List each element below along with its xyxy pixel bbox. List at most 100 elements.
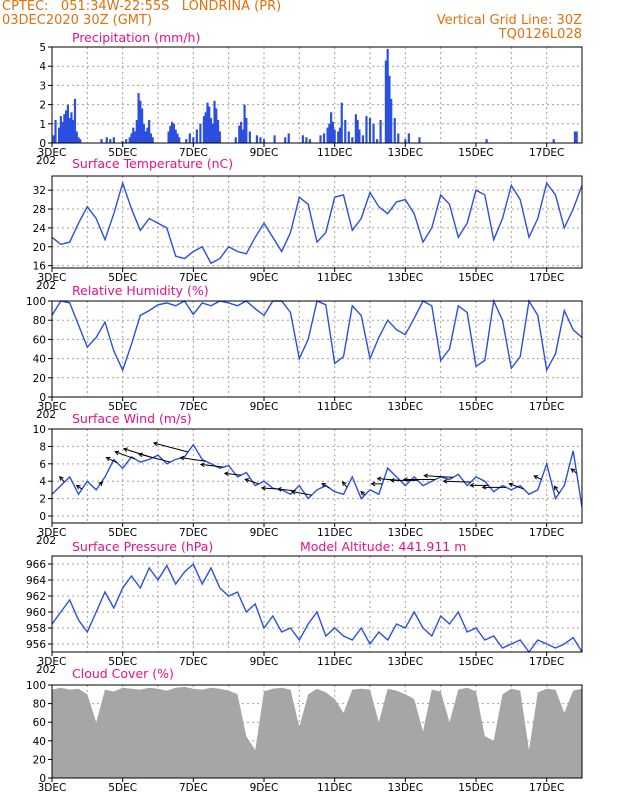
- wind-arrow-shaft: [245, 478, 259, 485]
- x-tick-label: 7DEC: [179, 401, 208, 413]
- wind-arrow: [223, 471, 242, 477]
- panel-wind: Surface Wind (m/s) 0 2 4 6 8 10 3DEC 5DEC 7DEC 9DE…: [33, 411, 583, 547]
- precip-bar: [52, 135, 55, 143]
- precip-bar: [167, 131, 170, 143]
- precip-bar: [273, 135, 276, 143]
- wind-arrow: [179, 455, 206, 462]
- wind-arrow-head: [341, 481, 347, 486]
- x-tick-label: 7DEC: [179, 782, 208, 794]
- precip-bar: [146, 127, 149, 143]
- precip-bar: [63, 114, 66, 143]
- x-tick-label: 17DEC: [529, 527, 564, 539]
- precip-bar: [79, 139, 82, 143]
- y-tick-label: 960: [26, 607, 46, 619]
- precip-bar: [149, 133, 153, 143]
- y-tick-label: 4: [39, 61, 46, 73]
- precip-bar: [390, 98, 393, 143]
- wind-arrow-head: [533, 475, 539, 480]
- precip-bar: [331, 121, 334, 143]
- wind-arrow-head: [402, 477, 408, 482]
- wind-arrow-shaft: [115, 451, 136, 460]
- x-tick-label: 3DEC: [38, 656, 67, 668]
- wind-arrow-head: [360, 490, 366, 496]
- precip-bar: [208, 106, 211, 143]
- panel-frame: [51, 300, 583, 398]
- panel-frame: [51, 46, 583, 144]
- x-tick-label: 17DEC: [529, 782, 564, 794]
- year-stub-label: 202: [36, 280, 56, 292]
- series-line-temperature: [51, 180, 583, 265]
- precip-bar: [301, 135, 304, 143]
- panel-pressure: Surface Pressure (hPa) Model Altitude: 44…: [26, 539, 583, 676]
- precip-bar: [361, 135, 365, 143]
- precip-bar: [322, 133, 326, 143]
- y-tick-label: 60: [33, 334, 46, 346]
- precip-bar: [287, 133, 290, 143]
- wind-arrow-shaft: [153, 442, 189, 453]
- wind-arrow: [75, 484, 83, 490]
- precip-bar: [384, 60, 387, 143]
- x-tick-label: 11DEC: [317, 656, 352, 668]
- precip-bar: [262, 139, 266, 143]
- year-stub-label: 202: [36, 409, 56, 421]
- precip-bar: [575, 131, 578, 143]
- panel-precip: Precipitation (mm/h) 0 1 2 3 4 5 3DEC 5DEC 7DEC 9D…: [36, 30, 583, 167]
- precip-bar: [172, 123, 175, 143]
- panel-title-pressure: Surface Pressure (hPa): [72, 539, 213, 554]
- precip-bar: [72, 119, 75, 143]
- wind-arrow-head: [122, 447, 128, 452]
- precip-bar: [151, 137, 154, 143]
- precip-bar: [397, 133, 400, 143]
- wind-arrow: [114, 450, 136, 460]
- x-tick-label: 9DEC: [250, 656, 279, 668]
- wind-arrow-head: [442, 478, 448, 484]
- wind-arrow-head: [199, 462, 205, 468]
- precip-bar: [407, 133, 410, 143]
- precip-bar: [239, 121, 243, 143]
- series-line-humidity: [51, 298, 583, 373]
- y-tick-label: 80: [33, 699, 46, 711]
- precip-bar: [195, 129, 198, 143]
- header-grid-note: Vertical Grid Line: 30Z: [436, 13, 582, 28]
- precip-bar: [171, 121, 174, 143]
- precip-bar: [75, 131, 78, 143]
- wind-arrow-head: [469, 483, 475, 488]
- precip-bar: [174, 129, 177, 143]
- precip-bar: [218, 131, 221, 143]
- wind-arrow-head: [152, 441, 158, 447]
- y-tick-label: 0: [39, 511, 46, 523]
- y-tick-label: 24: [33, 223, 47, 235]
- y-tick-label: 80: [33, 315, 46, 327]
- wind-arrow: [442, 478, 471, 484]
- wind-arrow-shaft: [321, 483, 330, 489]
- precip-bar: [135, 119, 138, 143]
- precip-bar: [404, 139, 407, 143]
- wind-arrow-shaft: [291, 491, 312, 496]
- x-tick-label: 9DEC: [250, 272, 279, 284]
- wind-arrow-shaft: [261, 487, 277, 490]
- x-tick-label: 5DEC: [108, 527, 137, 539]
- y-tick-label: 0: [39, 773, 46, 785]
- precip-bar: [215, 108, 218, 143]
- y-tick-label: 40: [33, 736, 46, 748]
- x-tick-label: 11DEC: [317, 527, 352, 539]
- x-tick-label: 7DEC: [179, 527, 208, 539]
- precip-bar: [216, 119, 220, 143]
- wind-arrow-shaft: [443, 480, 471, 483]
- precip-bar: [248, 131, 251, 143]
- y-tick-label: 100: [26, 680, 46, 692]
- precip-bar: [176, 133, 179, 143]
- panel-title-cloud: Cloud Cover (%): [72, 666, 174, 681]
- wind-arrow: [389, 477, 418, 483]
- y-tick-label: 958: [26, 623, 46, 635]
- wind-arrow: [481, 484, 507, 490]
- panel-cloud: Cloud Cover (%) 0 20 40 60 80 100 3DEC 5DEC 7DEC 9…: [26, 666, 583, 794]
- precip-bar: [100, 139, 103, 143]
- panel-frame: [51, 555, 583, 653]
- precip-bar: [347, 131, 350, 143]
- wind-arrow-shaft: [533, 475, 542, 480]
- year-stub-label: 202: [36, 535, 56, 547]
- y-tick-label: 16: [33, 261, 47, 273]
- y-tick-label: 20: [33, 242, 46, 254]
- wind-arrow: [152, 441, 189, 453]
